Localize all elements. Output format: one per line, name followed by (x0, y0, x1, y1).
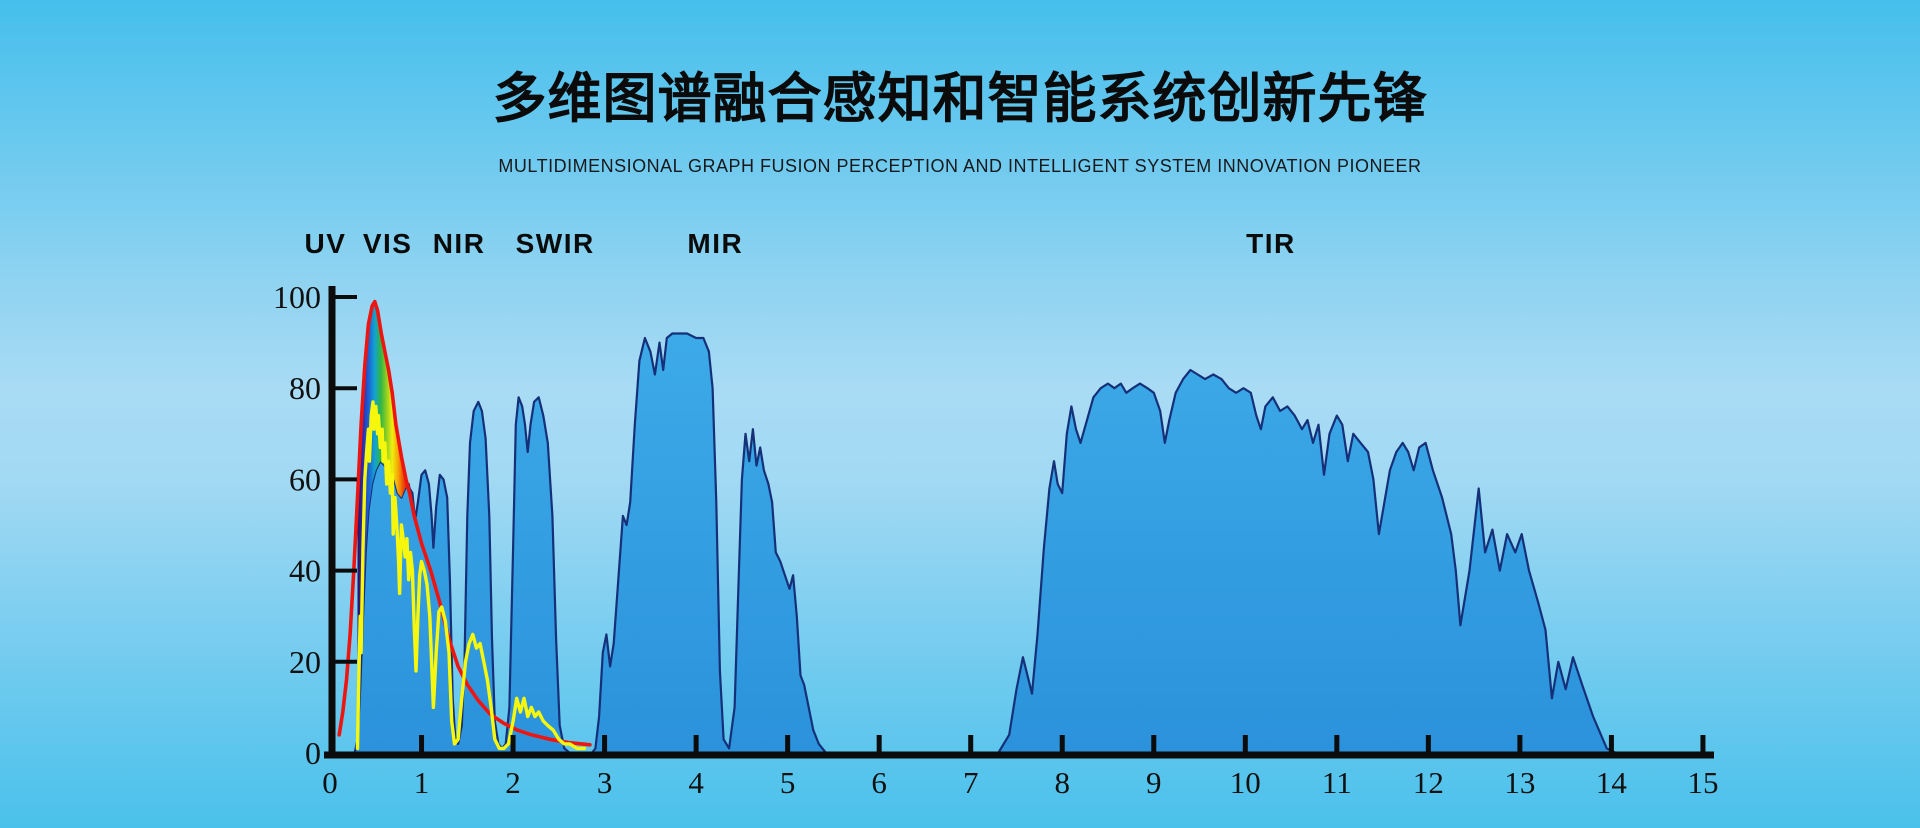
y-tick-label: 60 (289, 461, 321, 497)
x-tick-label: 4 (688, 765, 704, 800)
transmission-windows-area (328, 332, 1705, 755)
x-tick-label: 13 (1504, 765, 1535, 800)
x-tick-label: 14 (1596, 765, 1628, 800)
x-tick-label: 11 (1322, 765, 1352, 800)
band-label-vis: VIS (363, 228, 413, 259)
page-title: 多维图谱融合感知和智能系统创新先锋 (492, 69, 1428, 129)
y-tick-label: 80 (289, 370, 321, 406)
x-tick-label: 7 (963, 765, 979, 800)
x-tick-label: 15 (1687, 765, 1718, 800)
x-tick-label: 1 (414, 765, 430, 800)
band-label-nir: NIR (433, 228, 486, 259)
x-tick-label: 2 (505, 765, 521, 800)
band-label-tir: TIR (1246, 228, 1296, 259)
x-tick-label: 0 (322, 765, 338, 800)
red-envelope-curve (337, 299, 592, 747)
x-tick-label: 9 (1146, 765, 1162, 800)
yellow-solar-curve (355, 400, 587, 751)
y-tick-label: 20 (289, 644, 321, 680)
x-tick-label: 12 (1413, 765, 1444, 800)
x-tick-label: 5 (780, 765, 796, 800)
y-tick-label: 100 (273, 279, 321, 315)
y-tick-label: 0 (305, 735, 321, 771)
page-subtitle: MULTIDIMENSIONAL GRAPH FUSION PERCEPTION… (498, 156, 1422, 176)
band-label-mir: MIR (687, 228, 743, 259)
x-tick-label: 3 (597, 765, 613, 800)
band-label-uv: UV (304, 228, 346, 259)
y-tick-label: 40 (289, 553, 321, 589)
x-tick-label: 10 (1230, 765, 1261, 800)
x-tick-label: 6 (871, 765, 887, 800)
band-label-swir: SWIR (516, 228, 595, 259)
x-tick-label: 8 (1054, 765, 1070, 800)
